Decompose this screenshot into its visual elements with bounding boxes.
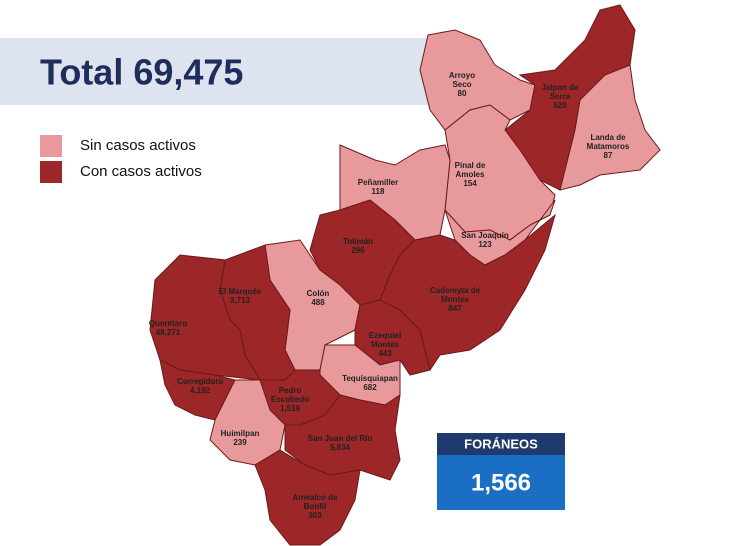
municipality-name: Amealco de Bonfil (293, 493, 338, 511)
title: Total 69,475 (40, 52, 243, 93)
foraneos-body (437, 455, 565, 510)
municipality-value: 80 (458, 89, 467, 98)
name-line: Tequisquiapan (342, 374, 398, 383)
foraneos-header (437, 433, 565, 455)
foraneos-label: FORÁNEOS (464, 436, 538, 451)
municipality-value: 303 (308, 511, 322, 520)
name-line: Escobedo (271, 395, 309, 404)
municipality (254, 449, 361, 546)
foraneos-value: 1,566 (471, 469, 531, 496)
name-line: Peñamiller (358, 178, 398, 187)
municipality-name: Landa de Matamoros (587, 133, 630, 151)
name-line: Serra (550, 92, 571, 101)
name-line: Corregidora (177, 377, 223, 386)
municipality-value: 154 (463, 179, 477, 188)
name-line: Arroyo (449, 71, 475, 80)
municipality-name: El Marqués (219, 287, 262, 296)
name-line: San Juan del Río (308, 434, 373, 443)
municipality-value: 1,519 (280, 404, 301, 413)
municipality-value: 682 (363, 383, 377, 392)
municipality-name: San Joaquín (461, 231, 509, 240)
municipality-name: Tequisquiapan (342, 374, 398, 383)
municipality-name: Pinal de Amoles (455, 161, 486, 179)
municipality-value: 4,192 (190, 386, 211, 395)
name-line: Matamoros (587, 142, 630, 151)
municipality-value: 118 (372, 187, 385, 196)
name-line: Montes (371, 340, 400, 349)
municipality-value: 3,713 (230, 296, 251, 305)
name-line: Pinal de (455, 161, 486, 170)
municipality-value: 5,834 (330, 443, 351, 452)
municipality (419, 29, 536, 131)
name-line: Huimilpan (221, 429, 260, 438)
name-line: Landa de (590, 133, 626, 142)
municipality-name: Pedro Escobedo (271, 386, 309, 404)
name-line: Montes (441, 295, 470, 304)
municipality-name: Jalpan de Serra (542, 83, 579, 101)
name-line: Jalpan de (542, 83, 579, 92)
municipality-name: Huimilpan (221, 429, 260, 438)
legend-swatch (40, 135, 62, 157)
municipality-value: 443 (378, 349, 392, 358)
municipality-value: 123 (478, 240, 492, 249)
title-banner (0, 38, 430, 105)
municipality-name: Corregidora (177, 377, 223, 386)
municipality-name: Peñamiller (358, 178, 398, 187)
name-line: Ezequiel (369, 331, 401, 340)
municipality-name: Tolimán (343, 237, 373, 246)
municipality-name: Arroyo Seco (449, 71, 475, 89)
municipality-value: 296 (351, 246, 365, 255)
municipality-value: 488 (311, 298, 325, 307)
name-line: Cadereyta de (430, 286, 481, 295)
name-line: Seco (452, 80, 471, 89)
legend-label: Sin casos activos (80, 137, 196, 154)
municipality-value: 87 (604, 151, 613, 160)
municipality (354, 299, 431, 376)
municipality-value: 239 (233, 438, 247, 447)
municipality-name: Ezequiel Montes (369, 331, 401, 349)
name-line: Colón (307, 289, 330, 298)
name-line: El Marqués (219, 287, 262, 296)
municipality-name: Querétaro (149, 319, 187, 328)
municipality-name: San Juan del Río (308, 434, 373, 443)
name-line: Amoles (456, 170, 485, 179)
name-line: Amealco de (293, 493, 338, 502)
name-line: Bonfil (304, 502, 327, 511)
municipality-value: 520 (553, 101, 567, 110)
municipality-value: 847 (448, 304, 462, 313)
name-line: San Joaquín (461, 231, 509, 240)
municipality-name: Cadereyta de Montes (430, 286, 481, 304)
legend-label: Con casos activos (80, 163, 202, 180)
municipality-name: Colón (307, 289, 330, 298)
name-line: Tolimán (343, 237, 373, 246)
name-line: Pedro (279, 386, 302, 395)
municipality-value: 48,271 (156, 328, 181, 337)
name-line: Querétaro (149, 319, 187, 328)
municipality (559, 64, 661, 191)
legend-swatch (40, 161, 62, 183)
